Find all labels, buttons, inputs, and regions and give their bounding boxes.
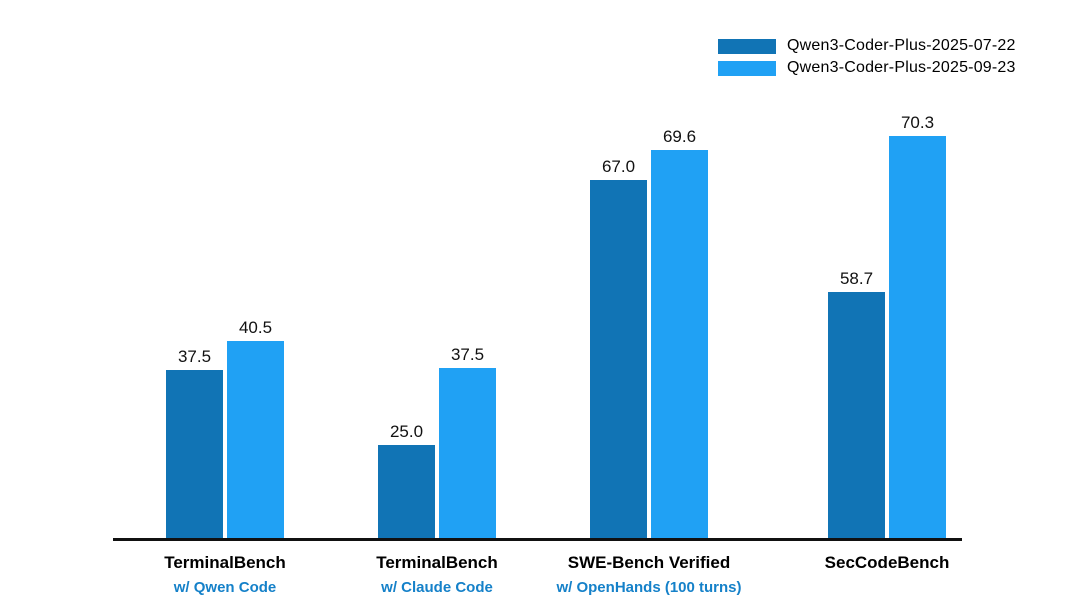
bar-series-0-category-1 (378, 445, 435, 538)
legend: Qwen3-Coder-Plus-2025-07-22 Qwen3-Coder-… (718, 38, 1016, 82)
bar-series-0-category-2 (590, 180, 647, 538)
category-sublabel-1: w/ Claude Code (381, 579, 493, 596)
bar-series-1-category-3 (889, 136, 946, 538)
bar-value-label: 69.6 (662, 127, 697, 146)
x-axis-line (113, 538, 962, 541)
bar-series-1-category-2 (651, 150, 708, 538)
legend-row: Qwen3-Coder-Plus-2025-07-22 (718, 38, 1016, 54)
bar-value-label: 58.7 (839, 269, 874, 288)
category-label-2: SWE-Bench Verified (567, 553, 731, 572)
legend-swatch-series-1 (718, 60, 776, 76)
category-sublabel-2: w/ OpenHands (100 turns) (556, 579, 742, 596)
bar-series-0-category-0 (166, 370, 223, 538)
bar-value-label: 37.5 (177, 347, 212, 366)
bar-series-1-category-0 (227, 341, 284, 538)
category-label-3: SecCodeBench (824, 553, 950, 572)
category-label-1: TerminalBench (376, 553, 498, 572)
legend-row: Qwen3-Coder-Plus-2025-09-23 (718, 60, 1016, 76)
bar-value-label: 25.0 (389, 422, 424, 441)
category-sublabel-0: w/ Qwen Code (173, 579, 277, 596)
bar-value-label: 67.0 (601, 157, 636, 176)
bar-value-label: 40.5 (238, 318, 273, 337)
bar-value-label: 37.5 (450, 345, 485, 364)
legend-label-series-1: Qwen3-Coder-Plus-2025-09-23 (787, 59, 1016, 76)
category-label-0: TerminalBench (164, 553, 286, 572)
bar-series-0-category-3 (828, 292, 885, 538)
bar-value-label: 70.3 (900, 113, 935, 132)
legend-label-series-0: Qwen3-Coder-Plus-2025-07-22 (787, 37, 1016, 54)
legend-swatch-series-0 (718, 38, 776, 54)
bar-series-1-category-1 (439, 368, 496, 538)
